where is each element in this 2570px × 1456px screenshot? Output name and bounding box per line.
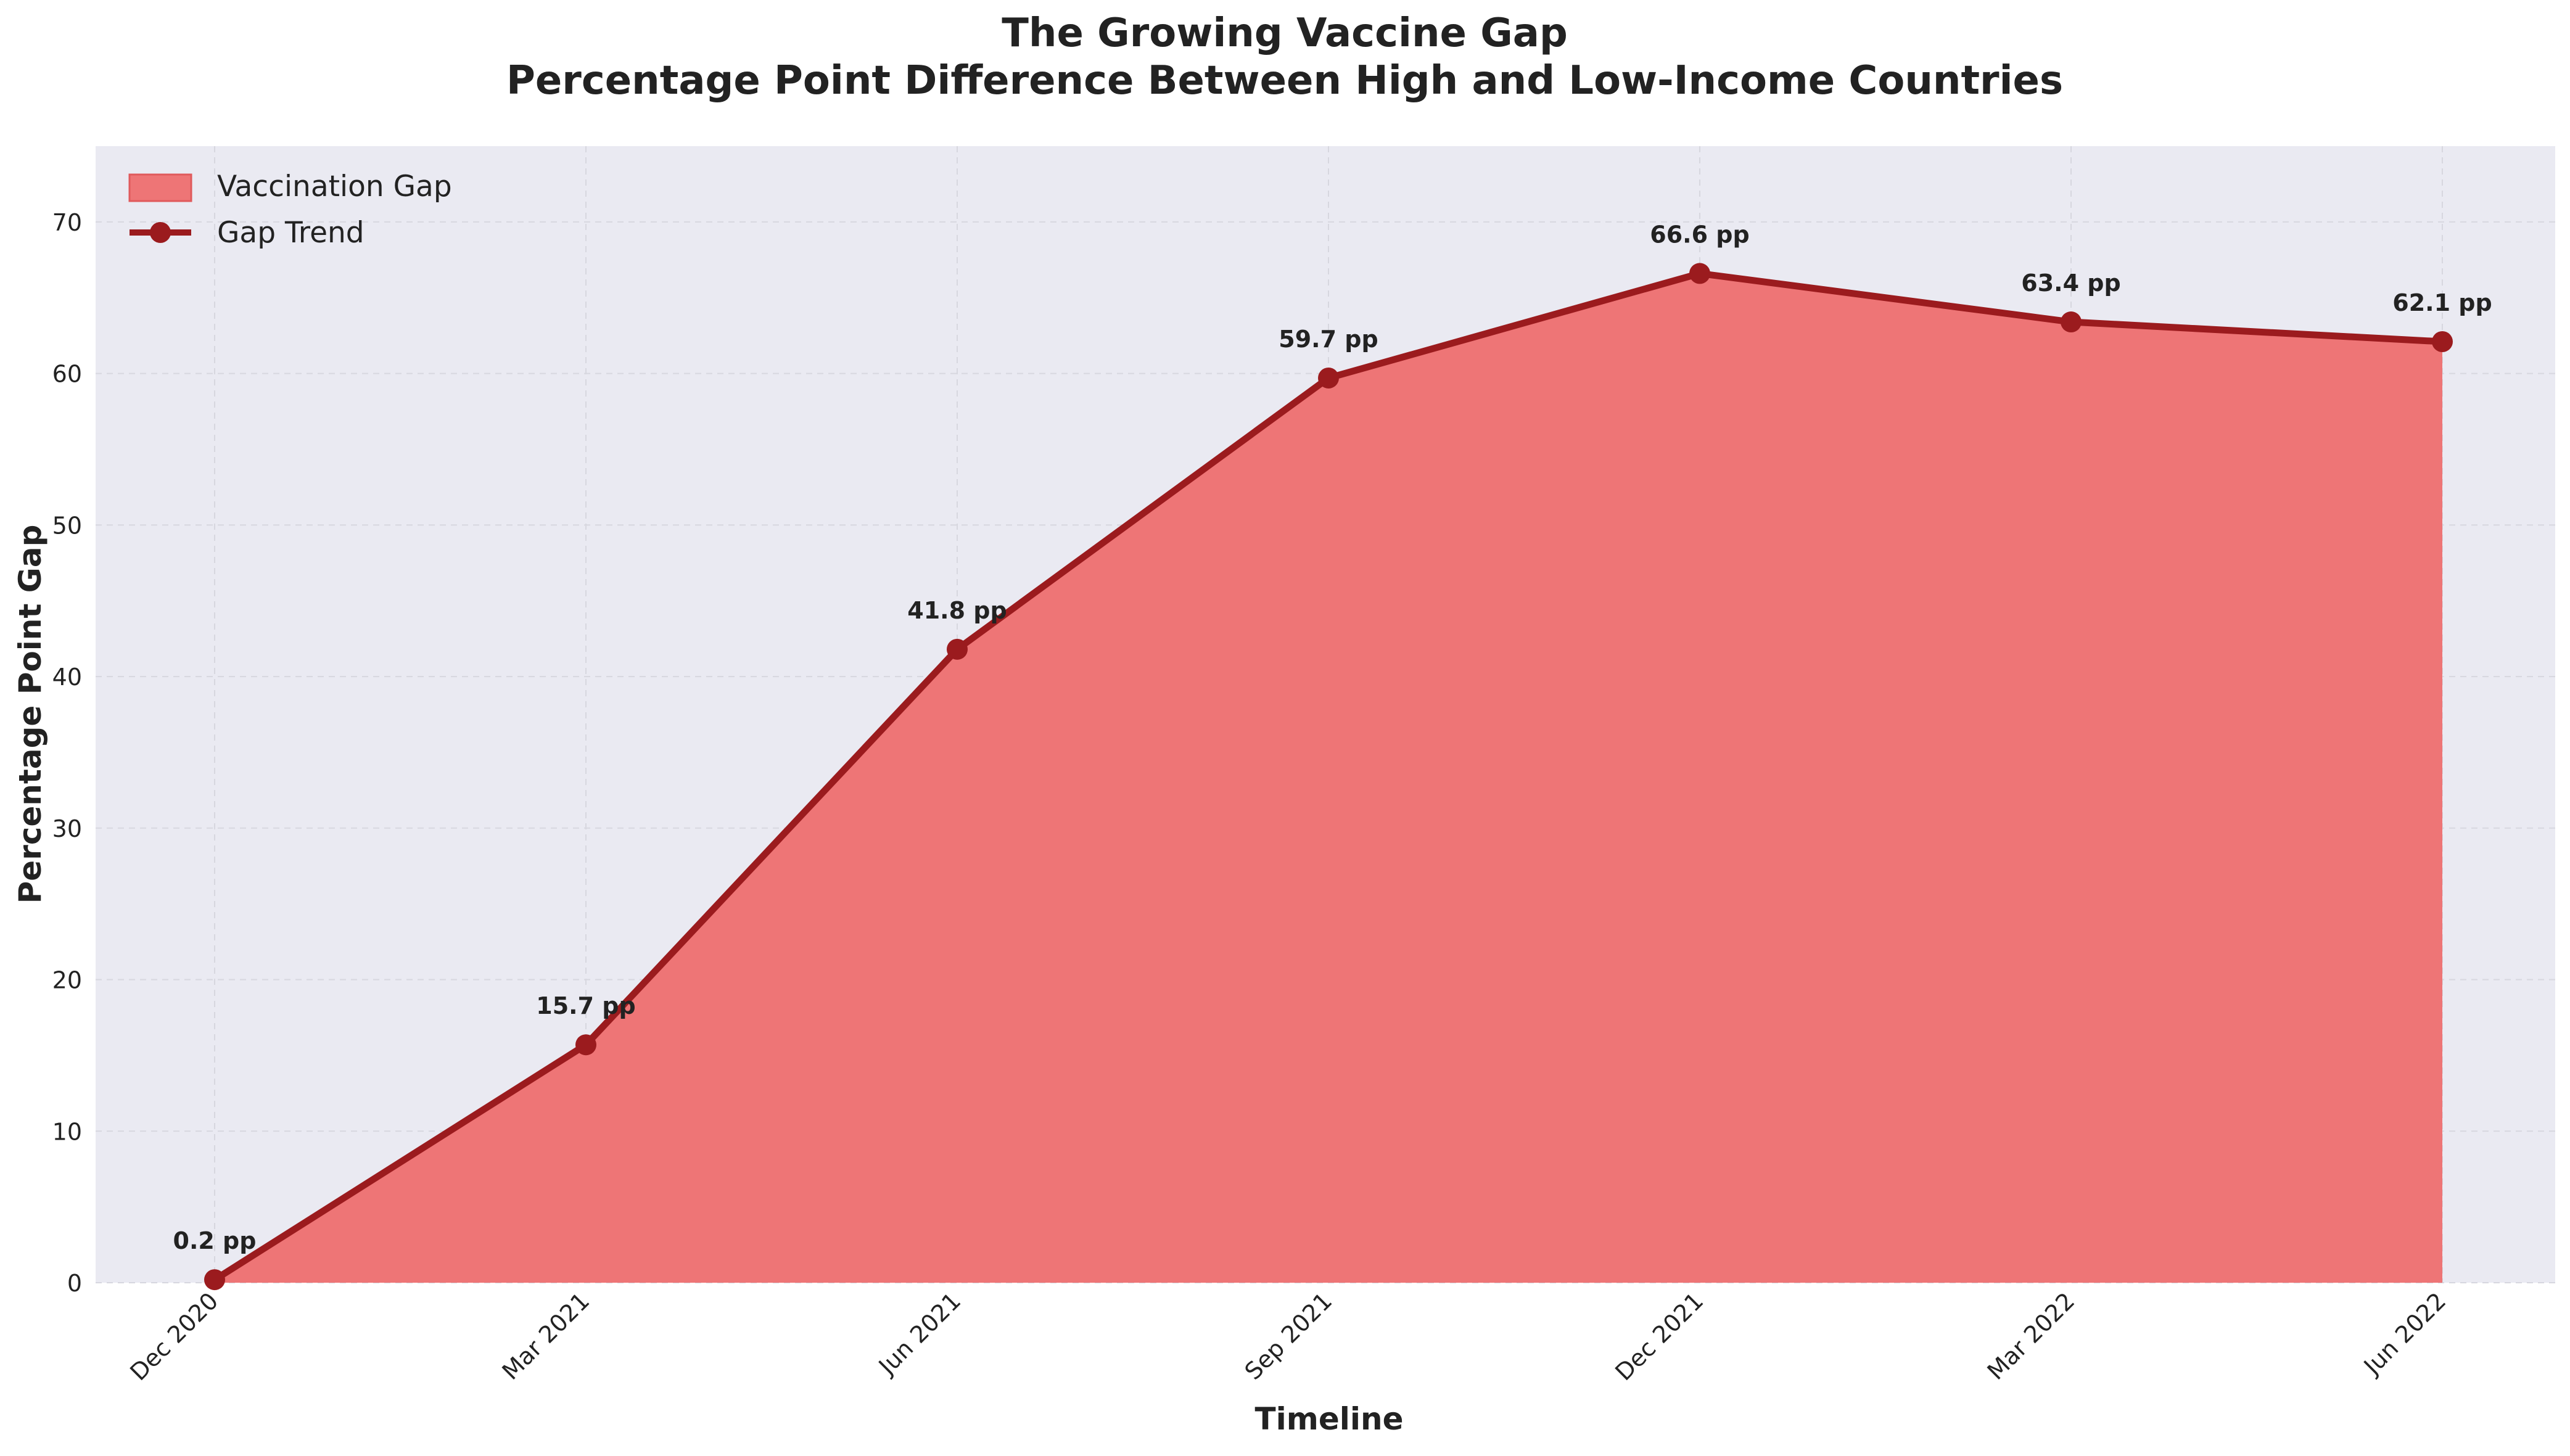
x-axis-label: Timeline [1254, 1401, 1403, 1437]
x-tick-label: Jun 2022 [2358, 1287, 2451, 1380]
point-layer [204, 263, 2453, 1291]
x-tick-label: Dec 2021 [1610, 1287, 1708, 1386]
x-tick-label: Jun 2021 [873, 1287, 966, 1380]
data-label: 63.4 pp [2021, 269, 2120, 297]
legend-swatch-area [128, 173, 192, 202]
data-point [1689, 263, 1710, 284]
y-tick-label: 30 [52, 815, 82, 842]
data-label: 41.8 pp [907, 597, 1007, 624]
x-tick-label: Dec 2020 [125, 1287, 223, 1386]
data-point [1318, 367, 1339, 389]
y-tick-label: 10 [52, 1118, 82, 1145]
y-axis-ticks: 0 10 20 30 40 50 60 70 [52, 209, 82, 1297]
area-fill-vaccination-gap [215, 273, 2442, 1283]
legend-label-area: Vaccination Gap [217, 170, 452, 204]
data-point [204, 1269, 225, 1291]
x-axis-ticks: Dec 2020 Mar 2021 Jun 2021 Sep 2021 Dec 2021… [125, 1287, 2451, 1386]
x-tick-label: Sep 2021 [1240, 1287, 1338, 1385]
data-point [2061, 311, 2082, 333]
y-axis-label: Percentage Point Gap [12, 525, 48, 904]
data-label: 66.6 pp [1650, 221, 1749, 248]
y-tick-label: 40 [52, 664, 82, 691]
legend-marker-icon [150, 222, 171, 243]
data-label-layer: 0.2 pp 15.7 pp 41.8 pp 59.7 pp 66.6 pp 63.4 p… [173, 221, 2492, 1254]
legend: Vaccination Gap Gap Trend [128, 170, 452, 250]
data-point [947, 638, 968, 660]
y-tick-label: 70 [52, 209, 82, 236]
data-point [2432, 331, 2453, 352]
area-layer [215, 273, 2442, 1283]
x-tick-label: Mar 2022 [1982, 1287, 2080, 1385]
y-tick-label: 50 [52, 512, 82, 539]
data-label: 15.7 pp [536, 992, 635, 1019]
y-tick-label: 20 [52, 967, 82, 994]
data-label: 59.7 pp [1279, 326, 1378, 353]
chart-subtitle: Percentage Point Difference Between High… [506, 58, 2063, 104]
legend-label-line: Gap Trend [217, 216, 364, 250]
x-tick-label: Mar 2021 [497, 1287, 595, 1385]
data-point [575, 1034, 596, 1056]
y-tick-label: 0 [67, 1270, 82, 1297]
y-tick-label: 60 [52, 361, 82, 388]
chart-title: The Growing Vaccine Gap [1002, 10, 1568, 56]
data-label: 62.1 pp [2392, 289, 2492, 316]
data-label: 0.2 pp [173, 1227, 257, 1254]
